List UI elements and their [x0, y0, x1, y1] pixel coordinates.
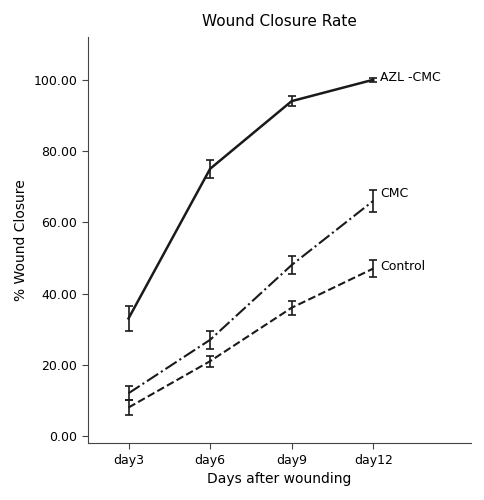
Text: AZL -CMC: AZL -CMC: [379, 72, 439, 85]
Text: CMC: CMC: [379, 188, 407, 200]
Y-axis label: % Wound Closure: % Wound Closure: [14, 179, 28, 301]
Text: Control: Control: [379, 260, 424, 274]
Title: Wound Closure Rate: Wound Closure Rate: [201, 14, 356, 29]
X-axis label: Days after wounding: Days after wounding: [207, 472, 351, 486]
